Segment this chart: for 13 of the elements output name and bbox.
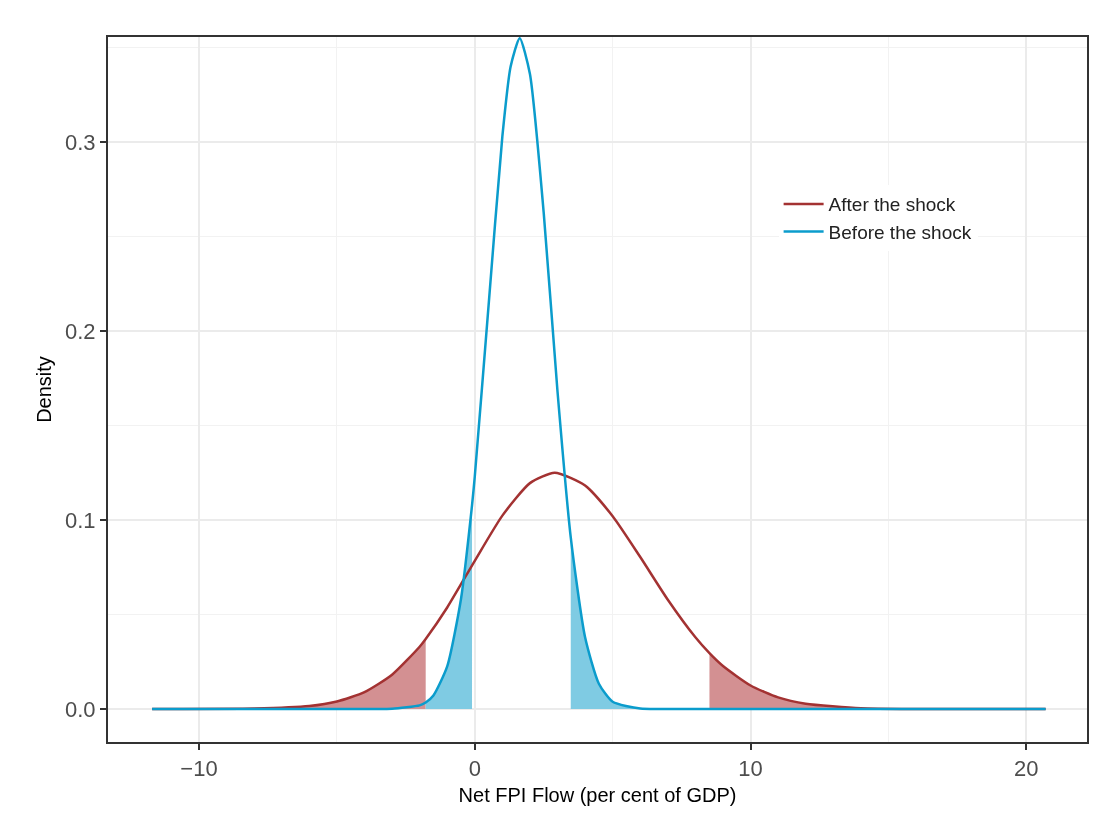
line-series <box>150 37 1047 711</box>
x-axis-title: Net FPI Flow (per cent of GDP) <box>458 784 737 807</box>
legend-label: After the shock <box>828 194 956 216</box>
legend-label: Before the shock <box>828 222 972 244</box>
y-tick-label: 0.1 <box>65 507 96 533</box>
y-tick-label: 0.2 <box>65 318 96 344</box>
x-tick-label: 0 <box>468 756 481 782</box>
y-axis-title: Density <box>33 356 56 423</box>
x-tick-label: 10 <box>738 756 763 782</box>
x-tick-label: 20 <box>1014 756 1039 782</box>
x-tick-label: −10 <box>180 756 218 782</box>
y-tick-label: 0.3 <box>65 129 96 155</box>
y-tick-label: 0.0 <box>65 696 96 722</box>
